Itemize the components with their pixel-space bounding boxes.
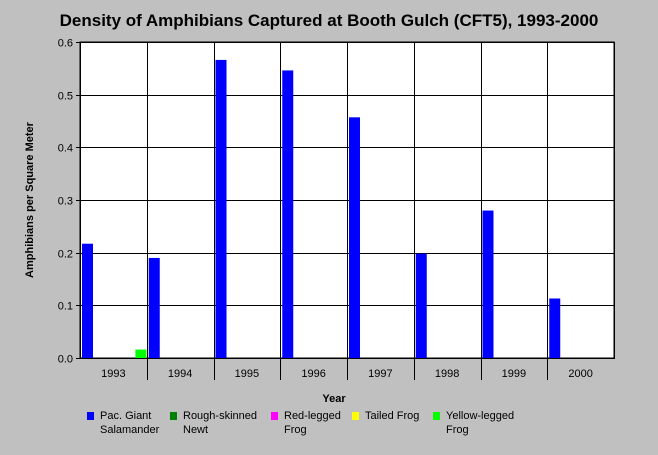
legend-label: Yellow-legged Frog [446,410,515,436]
x-tick-label: 1995 [235,368,259,380]
x-tick-label: 1994 [168,368,192,380]
bar [415,253,427,358]
bar [135,349,147,358]
x-tick-label: 1999 [502,368,526,380]
x-axis-label: Year [322,393,346,405]
bar [549,298,561,358]
bar [148,257,160,358]
legend-label: Rough-skinned Newt [183,410,257,436]
legend-label: Pac. Giant Salamander [100,410,160,436]
y-tick-label: 0.4 [58,143,73,155]
chart-title: Density of Amphibians Captured at Booth … [59,11,599,30]
legend-swatch-tailed-frog [352,412,359,420]
legend-item-red-legged-frog: Red-legged Frog [271,409,346,437]
legend-item-tailed-frog: Tailed Frog [352,409,445,423]
y-tick-label: 0.5 [58,91,73,103]
legend-swatch-rough-skinned-newt [170,412,177,420]
y-tick-label: 0.3 [58,196,73,208]
legend-label: Red-legged Frog [284,410,341,436]
x-tick-label: 1997 [368,368,392,380]
legend-label: Tailed Frog [365,410,420,422]
plot-border [80,42,615,359]
legend-item-yellow-legged-frog: Yellow-legged Frog [433,409,526,437]
legend-item-rough-skinned-newt: Rough-skinned Newt [170,409,263,437]
bar [82,243,93,358]
y-tick-label: 0.0 [58,354,73,366]
x-tick-label: 1996 [301,368,325,380]
x-tick-label: 2000 [568,368,592,380]
bar [349,117,360,359]
legend-swatch-pac-giant-salamander [87,412,94,420]
bar [282,70,294,358]
y-tick-label: 0.1 [58,301,73,313]
x-tick-label: 1998 [435,368,459,380]
y-tick-label: 0.2 [58,249,73,261]
legend-item-pac-giant-salamander: Pac. Giant Salamander [87,409,180,437]
legend-swatch-yellow-legged-frog [433,412,440,420]
bar [215,59,227,358]
x-tick-label: 1993 [101,368,125,380]
y-tick-label: 0.6 [58,38,73,50]
y-axis-label: Amphibians per Square Meter [24,122,36,278]
legend-swatch-red-legged-frog [271,412,278,420]
bar [482,210,494,358]
